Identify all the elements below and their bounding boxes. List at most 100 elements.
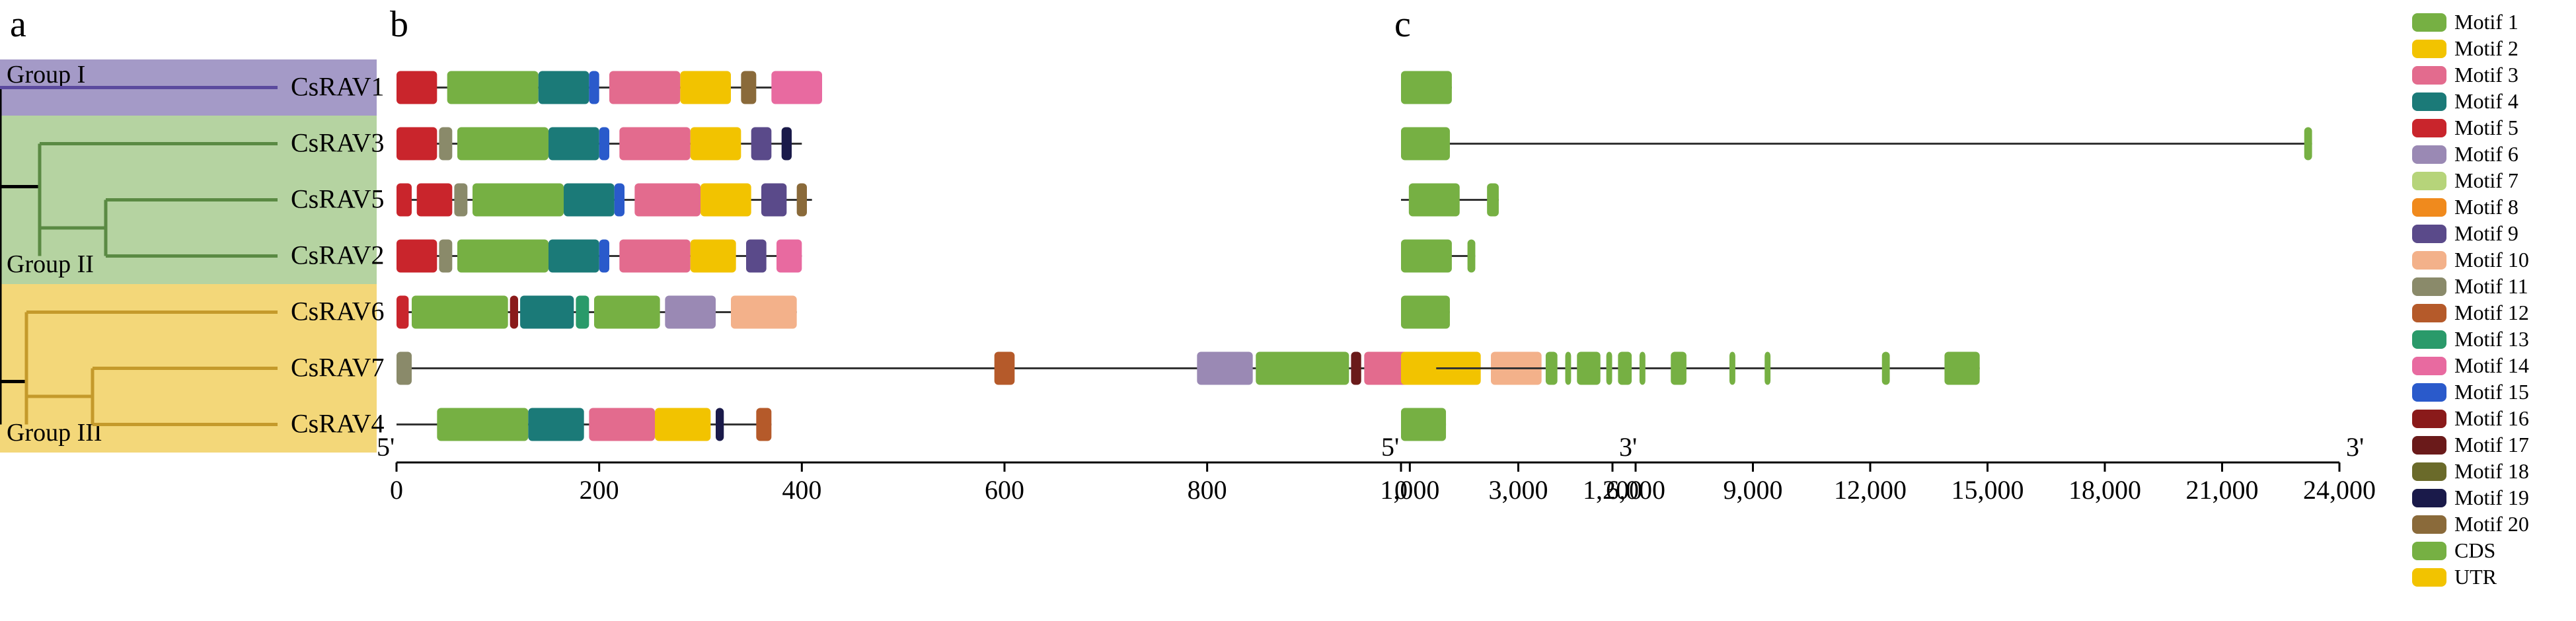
gene-block [1401,71,1452,104]
panel-label-b: b [390,4,408,45]
motif-block [731,296,797,329]
gene-block [1401,240,1452,273]
legend-label: Motif 12 [2454,301,2529,324]
gene-block [1729,352,1735,385]
figure-container: Group IGroup IIGroup IIICsRAV1CsRAV3CsRA… [0,0,2576,621]
motif-block [761,184,786,217]
taxon-label: CsRAV4 [291,409,385,439]
motif-block [412,296,508,329]
motif-block [539,71,589,104]
motif-block [680,71,731,104]
motif-block [619,240,690,273]
axis-tick-label: 1,000 [1380,475,1439,505]
taxon-label: CsRAV6 [291,297,385,326]
axis-tick-label: 18,000 [2068,475,2141,505]
motif-block [447,71,539,104]
motif-block [619,128,690,161]
motif-block [397,184,412,217]
legend-label: Motif 16 [2454,406,2529,430]
gene-block [1618,352,1632,385]
motif-block [528,408,584,441]
gene-block [1671,352,1686,385]
legend-label: Motif 13 [2454,327,2529,351]
gene-block [1607,352,1612,385]
motif-block [397,128,437,161]
group-label: Group II [7,250,94,278]
motif-block [437,408,528,441]
legend-swatch [2412,542,2446,560]
gene-block [1882,352,1890,385]
motif-block [797,184,807,217]
motif-block [589,71,599,104]
motif-block [510,296,518,329]
legend-label: Motif 5 [2454,116,2519,139]
legend-swatch [2412,251,2446,270]
motif-block [473,184,564,217]
motif-block [777,240,802,273]
motif-block [599,128,609,161]
axis-tick-label: 6,000 [1606,475,1665,505]
legend-label: Motif 10 [2454,248,2529,272]
gene-block [1487,184,1499,217]
motif-block [756,408,771,441]
taxon-label: CsRAV7 [291,353,385,383]
gene-block [1401,408,1446,441]
figure-svg: Group IGroup IIGroup IIICsRAV1CsRAV3CsRA… [0,0,2576,621]
motif-block [782,128,792,161]
legend-swatch [2412,119,2446,137]
legend-label: Motif 8 [2454,195,2519,219]
legend-swatch [2412,330,2446,349]
panel-a-tree: Group IGroup IIGroup IIICsRAV1CsRAV3CsRA… [0,59,385,453]
legend-swatch [2412,383,2446,402]
legend: Motif 1Motif 2Motif 3Motif 4Motif 5Motif… [2412,10,2529,589]
motif-block [655,408,710,441]
motif-block [771,71,822,104]
legend-label: UTR [2454,565,2497,589]
motif-block [691,128,741,161]
taxon-label: CsRAV2 [291,240,385,270]
legend-label: Motif 19 [2454,486,2529,509]
taxon-label: CsRAV1 [291,72,385,102]
legend-label: Motif 18 [2454,459,2529,483]
gene-block [1401,352,1436,385]
legend-swatch [2412,40,2446,58]
motif-block [549,240,599,273]
panel-label-a: a [10,4,26,45]
axis-3prime: 3' [2346,432,2364,462]
gene-block [1566,352,1572,385]
taxon-label: CsRAV3 [291,128,385,158]
motif-block [576,296,589,329]
legend-label: Motif 9 [2454,221,2519,245]
motif-block [417,184,453,217]
motif-block [397,71,437,104]
gene-block [1468,240,1476,273]
motif-block [741,71,756,104]
legend-label: CDS [2454,538,2495,562]
axis-tick-label: 600 [985,475,1024,505]
legend-swatch [2412,436,2446,455]
legend-label: Motif 14 [2454,353,2529,377]
gene-block [1577,352,1601,385]
legend-label: Motif 11 [2454,274,2528,298]
motif-block [691,240,736,273]
axis-tick-label: 3,000 [1489,475,1548,505]
legend-swatch [2412,13,2446,32]
panel-b-motifs: 02004006008001,0001,2005'3' [377,71,1642,505]
axis-3prime: 3' [1619,432,1637,462]
axis-tick-label: 24,000 [2303,475,2376,505]
axis-tick-label: 0 [390,475,403,505]
motif-block [439,128,452,161]
legend-swatch [2412,568,2446,587]
axis-tick-label: 0 [1394,475,1408,505]
motif-block [995,352,1015,385]
group-label: Group III [7,419,102,447]
motif-block [716,408,724,441]
motif-block [457,240,549,273]
axis-tick-label: 400 [782,475,821,505]
motif-block [457,128,549,161]
motif-block [564,184,615,217]
legend-label: Motif 2 [2454,36,2519,60]
legend-swatch [2412,304,2446,322]
legend-swatch [2412,515,2446,534]
motif-block [599,240,609,273]
